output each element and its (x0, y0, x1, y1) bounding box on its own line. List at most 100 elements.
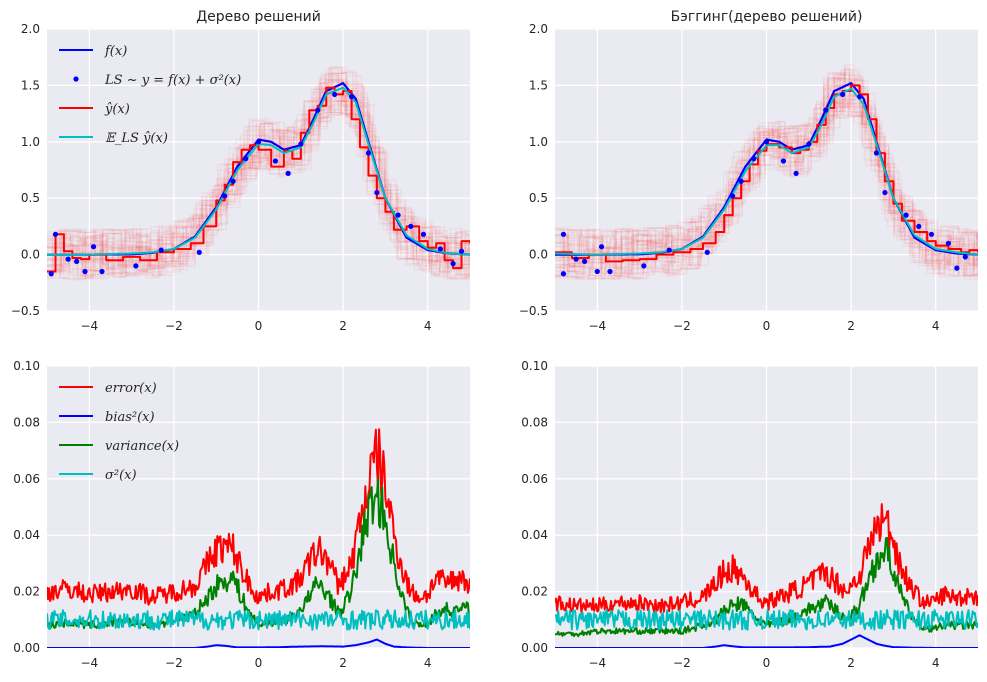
sample-point (738, 178, 744, 184)
x-tick-label: 0 (255, 319, 263, 333)
y-tick-label: 0.00 (521, 641, 548, 655)
x-tick-label: 2 (847, 656, 855, 670)
x-tick-label: 4 (424, 656, 432, 670)
ensemble-line (47, 79, 470, 280)
panel-bottom-left: −4 −2 0 2 4 0.00 0.02 0.04 0.06 0.08 0.10 error(x) b… (13, 359, 470, 670)
x-tick-label: −4 (588, 319, 606, 333)
sample-point (365, 150, 372, 156)
sample-point (133, 263, 139, 269)
sample-point (916, 223, 922, 229)
ensemble-line (555, 79, 978, 276)
sample-point (332, 91, 338, 98)
ensemble-line (555, 89, 978, 279)
sample-point (598, 244, 605, 250)
sample-point (374, 189, 380, 196)
y-tick-label: −0.5 (519, 304, 548, 318)
x-tick-label: −4 (588, 656, 606, 670)
x-tick-label: −2 (165, 319, 183, 333)
legend: error(x) bias²(x) variance(x) σ²(x) (59, 381, 179, 483)
x-tick-label: −2 (673, 656, 691, 670)
sample-point (962, 254, 968, 260)
ensemble-line (555, 94, 978, 280)
sample-point (704, 249, 710, 255)
sample-point (823, 107, 829, 113)
sample-point (780, 158, 787, 164)
ensemble-line (555, 74, 978, 279)
sample-point (666, 247, 672, 253)
legend-label: 𝔼_LS ŷ(x) (105, 131, 168, 146)
y-tick-label: 0.08 (13, 415, 40, 429)
ensemble-line (555, 71, 978, 279)
sample-point (298, 141, 304, 147)
y-tick-label: 1.0 (21, 135, 40, 149)
y-tick-label: 1.5 (21, 78, 40, 92)
legend-label: variance(x) (105, 439, 179, 454)
ensemble-line (47, 98, 470, 281)
sample-point (458, 248, 465, 254)
x-tick-label: −4 (80, 319, 98, 333)
x-tick-label: 0 (255, 656, 263, 670)
y-tick-label: 0.5 (529, 191, 548, 205)
sample-point (243, 156, 249, 162)
x-tick-label: 2 (847, 319, 855, 333)
sample-point (437, 246, 443, 252)
ensemble-line (555, 88, 978, 274)
series-line-errorx (555, 503, 978, 614)
ensemble-line (47, 73, 470, 276)
sample-point (856, 94, 863, 100)
y-tick-label: 0.04 (13, 528, 40, 542)
ensemble-line (555, 74, 978, 269)
sample-point (315, 107, 321, 113)
legend-label: LS ~ y = f(x) + σ²(x) (104, 73, 241, 88)
sample-point (607, 268, 613, 275)
sample-point (222, 193, 228, 199)
y-tick-label: 0.10 (13, 359, 40, 373)
ensemble-line (555, 79, 978, 275)
x-tick-label: 2 (339, 656, 347, 670)
sample-point (255, 139, 262, 145)
ensemble-line (555, 81, 978, 280)
ensemble-line (47, 90, 470, 280)
x-tick-label: 0 (763, 319, 771, 333)
series-line-x (47, 609, 470, 631)
y-tick-label: 0.04 (521, 528, 548, 542)
sample-point (560, 271, 567, 277)
legend-label: ŷ(x) (104, 102, 130, 117)
sample-point (840, 91, 846, 98)
sample-point (806, 141, 812, 147)
sample-point (873, 150, 880, 156)
ensemble-line (555, 77, 978, 279)
sample-point (196, 249, 202, 255)
ensemble-line (555, 69, 978, 277)
sample-point (560, 231, 567, 237)
x-tick-label: −2 (673, 319, 691, 333)
sample-point (48, 271, 54, 277)
sample-point (573, 256, 579, 262)
sample-point (945, 240, 951, 246)
x-tick-label: 0 (763, 656, 771, 670)
y-tick-label: 0.0 (21, 248, 40, 262)
y-tick-label: 0.08 (521, 415, 548, 429)
ensemble-line (555, 68, 978, 279)
panel-top-left: −4 −2 0 2 4 −0.5 0.0 0.5 1.0 1.5 2.0 Дерево решений… (11, 9, 470, 333)
y-tick-label: 0.06 (13, 472, 40, 486)
y-tick-label: 0.0 (529, 248, 548, 262)
legend-marker (73, 76, 79, 82)
panel-top-right: −4 −2 0 2 4 −0.5 0.0 0.5 1.0 1.5 2.0 Бэггинг(дерево… (519, 9, 978, 333)
series-line-biasx (47, 638, 470, 648)
sample-point (395, 212, 401, 218)
sample-point (285, 170, 291, 176)
ensemble-line (47, 88, 470, 276)
sample-point (928, 231, 935, 237)
legend-label: error(x) (105, 381, 157, 396)
y-tick-label: 0.02 (13, 585, 40, 599)
ensemble-line (555, 66, 978, 277)
ensemble-line (555, 84, 978, 278)
ensemble-line (555, 89, 978, 268)
series-line-errorx (47, 428, 470, 606)
sample-point (420, 231, 427, 237)
y-tick-label: 0.06 (521, 472, 548, 486)
sample-point (90, 244, 97, 250)
y-tick-label: 0.10 (521, 359, 548, 373)
